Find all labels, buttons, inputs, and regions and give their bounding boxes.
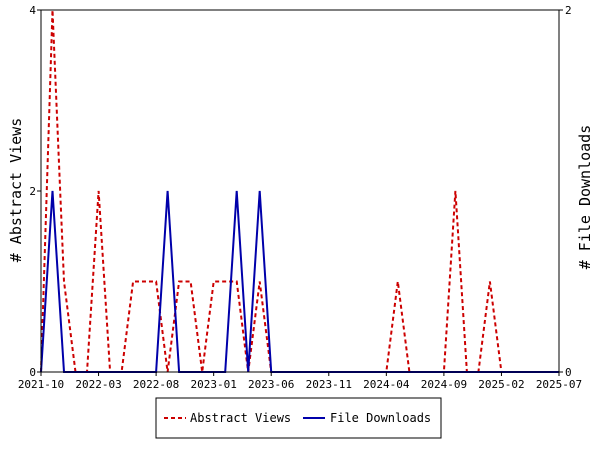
legend-label-abstract-views: Abstract Views [190, 411, 291, 425]
x-tick-label: 2024-09 [421, 378, 467, 391]
x-tick-label: 2022-08 [133, 378, 179, 391]
y-left-tick-label: 2 [29, 185, 36, 198]
series-line-file-downloads [40, 190, 559, 373]
legend-box [155, 397, 442, 439]
x-tick-label: 2025-02 [478, 378, 524, 391]
x-tick-label: 2023-01 [190, 378, 236, 391]
x-tick-label: 2021-10 [18, 378, 64, 391]
x-tick-label: 2023-06 [248, 378, 294, 391]
axis-layer: 2021-10 2022-03 2022-08 2023-01 2023-06 2023-… [18, 4, 582, 391]
legend-label-file-downloads: File Downloads [330, 411, 431, 425]
x-tick-label: 2025-07 [536, 378, 582, 391]
x-tick-label: 2022-03 [75, 378, 121, 391]
y-right-axis-title: # File Downloads [576, 125, 594, 270]
plot-layer [40, 9, 559, 373]
y-left-tick-label: 0 [29, 366, 36, 379]
x-tick-label: 2024-04 [363, 378, 410, 391]
y-left-axis-title: # Abstract Views [7, 118, 25, 263]
y-right-tick-label: 0 [565, 366, 572, 379]
y-right-tick-label: 2 [565, 4, 572, 17]
x-tick-label: 2023-11 [306, 378, 352, 391]
plot-frame [40, 9, 560, 373]
y-left-tick-label: 4 [29, 4, 36, 17]
series-line-abstract-views [40, 9, 559, 373]
legend: Abstract Views File Downloads [155, 397, 442, 439]
